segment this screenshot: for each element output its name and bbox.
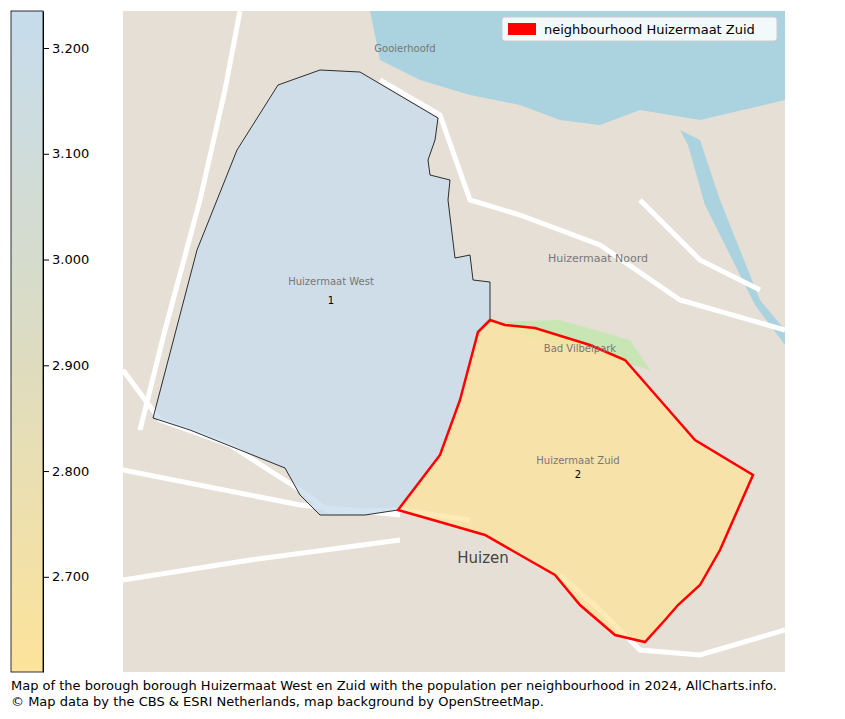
place-label: Bad Vilbelpark xyxy=(544,343,617,354)
tick: 3.000 xyxy=(43,252,89,267)
tick-label: 3.000 xyxy=(52,252,89,267)
chart: Huizermaat West Huizermaat Zuid Huizermaat… xyxy=(0,0,845,719)
tick-label: 2.700 xyxy=(52,569,89,584)
region-label: 1 xyxy=(328,295,334,306)
region xyxy=(153,70,490,515)
axis-line xyxy=(43,12,44,673)
regions xyxy=(153,70,753,642)
tick-mark xyxy=(43,260,49,261)
tick-mark xyxy=(43,471,49,472)
title: Map of the borough borough Huizermaat We… xyxy=(11,678,777,693)
legend: neighbourhood Huizermaat Zuid xyxy=(502,17,777,41)
road xyxy=(123,540,400,580)
tick-mark xyxy=(43,48,49,49)
tick: 2.700 xyxy=(43,569,89,584)
place-label: Huizermaat West xyxy=(288,276,374,287)
place-label: Huizen xyxy=(457,549,509,567)
tick-mark xyxy=(43,577,49,578)
tick-label: 3.100 xyxy=(52,146,89,161)
colorbar-axis: 2.700 2.800 2.900 3.000 3.100 3.200 xyxy=(43,12,89,673)
place-label: Huizermaat Zuid xyxy=(536,455,619,466)
place-label: Huizermaat Noord xyxy=(548,252,648,265)
legend-label: neighbourhood Huizermaat Zuid xyxy=(544,22,755,37)
place-label: Gooierhoofd xyxy=(374,43,435,54)
tick-label: 2.900 xyxy=(52,358,89,373)
tick-mark xyxy=(43,365,49,366)
colorbar xyxy=(11,11,43,672)
tick: 3.200 xyxy=(43,41,89,56)
tick-mark xyxy=(43,154,49,155)
road xyxy=(640,200,760,290)
tick: 2.900 xyxy=(43,358,89,373)
map-background xyxy=(123,11,785,672)
subtitle: © Map data by the CBS & ESRI Netherlands… xyxy=(11,694,544,709)
land xyxy=(123,11,785,672)
region-label: 2 xyxy=(575,469,581,480)
legend-swatch xyxy=(508,23,536,35)
tick-label: 2.800 xyxy=(52,464,89,479)
region xyxy=(398,320,753,642)
legend-box xyxy=(502,17,777,41)
tick-label: 3.200 xyxy=(52,41,89,56)
tick: 2.800 xyxy=(43,464,89,479)
tick: 3.100 xyxy=(43,146,89,161)
